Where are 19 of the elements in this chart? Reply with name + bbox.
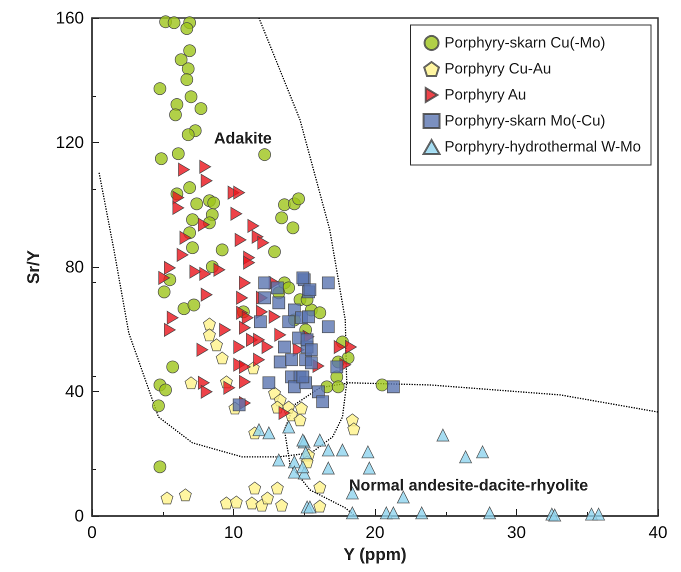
legend-label: Porphyry-hydrothermal W-Mo bbox=[444, 138, 642, 156]
y-tick-label: 40 bbox=[65, 382, 84, 401]
x-tick-label: 30 bbox=[507, 523, 526, 542]
x-tick-label: 10 bbox=[224, 523, 243, 542]
y-tick-label: 160 bbox=[56, 8, 84, 28]
annotation: Adakite bbox=[214, 130, 272, 148]
x-tick-label: 0 bbox=[87, 523, 97, 542]
x-axis-title: Y (ppm) bbox=[344, 544, 406, 564]
legend-label: Porphyry-skarn Mo(-Cu) bbox=[444, 112, 606, 130]
y-axis-title: Sr/Y bbox=[24, 249, 43, 284]
legend-label: Porphyry-skarn Cu(-Mo) bbox=[444, 34, 606, 52]
legend-label: Porphyry Cu-Au bbox=[444, 60, 552, 78]
x-tick-label: 20 bbox=[366, 523, 384, 542]
annotation: Normal andesite-dacite-rhyolite bbox=[349, 478, 588, 494]
y-tick-label: 80 bbox=[65, 258, 84, 276]
legend-label: Porphyry Au bbox=[444, 86, 526, 104]
x-tick-label: 40 bbox=[648, 523, 668, 542]
y-tick-label: 0 bbox=[74, 506, 84, 526]
y-tick-label: 120 bbox=[56, 133, 84, 152]
